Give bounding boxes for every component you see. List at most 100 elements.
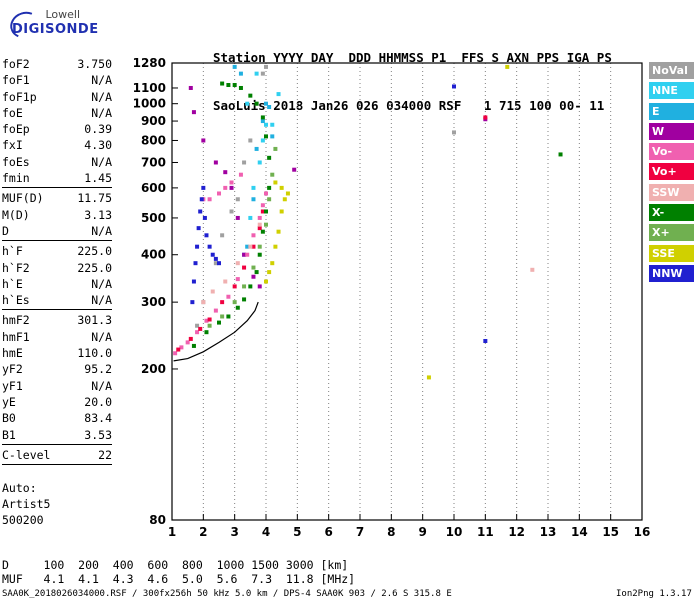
distance-row: D 100 200 400 600 800 1000 1500 3000 [km… <box>2 558 349 572</box>
data-point <box>198 209 203 214</box>
param-value: N/A <box>91 329 112 344</box>
param-name: yF1 <box>2 378 23 393</box>
data-point <box>242 160 247 165</box>
data-point <box>251 244 256 249</box>
data-point <box>267 185 272 190</box>
y-tick-label: 300 <box>141 295 166 309</box>
data-point <box>213 256 218 261</box>
x-tick-label: 14 <box>571 525 588 539</box>
data-point <box>264 122 268 127</box>
param-name: foF1p <box>2 89 37 104</box>
data-point <box>213 308 218 313</box>
chart-grid <box>202 63 612 520</box>
series-w <box>188 85 488 289</box>
legend-item-w: W <box>649 122 694 140</box>
param-row: MUF(D) 11.75 <box>2 190 112 206</box>
data-point <box>452 130 456 135</box>
data-point <box>201 138 206 143</box>
x-tick-label: 2 <box>199 525 207 539</box>
data-point <box>264 222 268 227</box>
data-point <box>242 265 247 270</box>
data-point <box>276 229 281 234</box>
data-point <box>267 197 272 202</box>
data-point <box>223 185 228 190</box>
y-tick-label: 900 <box>141 114 166 128</box>
param-value: 1.45 <box>84 171 112 186</box>
data-point <box>210 289 215 294</box>
data-point <box>267 270 272 275</box>
legend-item-vo: Vo- <box>649 143 694 161</box>
data-point <box>207 197 212 202</box>
param-row: h`E N/A <box>2 276 112 292</box>
x-tick-label: 16 <box>634 525 651 539</box>
param-row: B1 3.53 <box>2 427 112 443</box>
param-row: h`F2 225.0 <box>2 260 112 276</box>
data-point <box>505 64 510 69</box>
data-point <box>232 284 237 289</box>
data-point <box>176 347 181 352</box>
data-point <box>188 336 193 341</box>
data-point <box>276 92 281 97</box>
y-tick-label: 800 <box>141 133 166 147</box>
data-point <box>213 261 218 266</box>
data-point <box>235 305 240 310</box>
x-tick-label: 15 <box>602 525 619 539</box>
param-name: D <box>2 223 9 238</box>
header-values: SaoLuis 2018 Jan26 026 034000 RSF 1 715 … <box>213 98 605 113</box>
data-point <box>198 326 203 331</box>
data-point <box>426 375 431 380</box>
data-point <box>245 244 250 249</box>
data-point <box>220 233 225 238</box>
data-point <box>223 279 228 284</box>
data-point <box>223 170 228 175</box>
data-point <box>257 215 262 220</box>
data-point <box>251 274 256 279</box>
digisonde-logo: Lowell DIGISONDE <box>6 7 98 44</box>
chart-trace <box>173 301 259 362</box>
data-point <box>248 284 253 289</box>
data-point <box>530 267 535 272</box>
data-point <box>245 101 250 106</box>
data-point <box>235 197 240 202</box>
legend-item-e: E <box>649 102 694 120</box>
data-point <box>251 265 256 270</box>
data-point <box>232 300 237 305</box>
data-point <box>238 85 243 90</box>
data-point <box>226 314 231 319</box>
param-row: hmE 110.0 <box>2 345 112 361</box>
logo-brand-top: Lowell <box>45 8 80 21</box>
data-point <box>267 105 272 110</box>
data-point <box>270 122 275 127</box>
data-point <box>235 277 240 282</box>
data-point <box>226 294 231 299</box>
data-point <box>279 209 284 214</box>
param-row: D N/A <box>2 223 112 239</box>
autoscaling-info: Auto: Artist5 500200 <box>2 480 50 528</box>
data-point <box>248 215 253 220</box>
param-value: N/A <box>91 378 112 393</box>
data-point <box>264 101 268 106</box>
data-point <box>260 203 265 208</box>
data-point <box>229 185 234 190</box>
data-point <box>204 330 209 335</box>
data-point <box>452 84 456 89</box>
param-row: h`F 225.0 <box>2 243 112 259</box>
param-row: M(D) 3.13 <box>2 207 112 223</box>
data-point <box>185 340 190 345</box>
data-point <box>191 343 196 348</box>
data-point <box>260 138 265 143</box>
param-value: N/A <box>91 223 112 238</box>
profile-curve <box>173 301 259 362</box>
data-point <box>204 233 209 238</box>
data-point <box>217 261 221 266</box>
data-point <box>229 180 234 185</box>
software-version: Ion2Png 1.3.17 <box>616 589 692 599</box>
data-point <box>260 115 265 120</box>
param-name: MUF(D) <box>2 191 44 206</box>
data-point <box>264 209 268 214</box>
data-point <box>257 160 262 165</box>
data-point <box>279 185 284 190</box>
data-point <box>202 215 207 220</box>
data-point <box>238 172 243 177</box>
x-tick-label: 3 <box>230 525 238 539</box>
